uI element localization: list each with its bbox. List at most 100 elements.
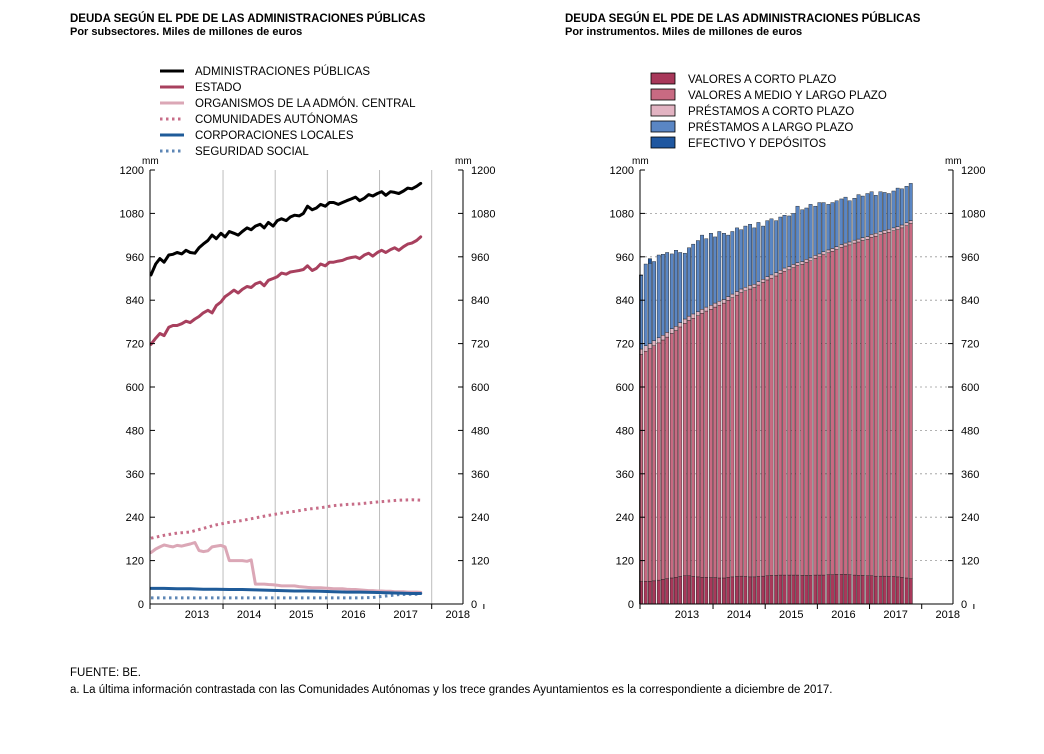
bar-segment-prestamos-a-corto-plazo [674, 326, 678, 331]
left-ytick-label-right: 0 [471, 599, 477, 611]
right-ytick-label: 1080 [610, 208, 634, 220]
bar-segment-valores-a-medio-y-largo-plazo [709, 309, 713, 578]
bar-segment-prestamos-a-largo-plazo [656, 254, 661, 339]
bar-segment-prestamos-a-corto-plazo [878, 231, 883, 235]
bar-segment-prestamos-a-largo-plazo [787, 215, 792, 267]
bar-segment-prestamos-a-largo-plazo [886, 193, 891, 230]
bar-segment-valores-a-medio-y-largo-plazo [761, 282, 766, 577]
bar-segment-prestamos-a-corto-plazo [722, 299, 726, 304]
left-ytick-label: 360 [126, 469, 144, 481]
left-series-lines [149, 181, 423, 600]
left-ytick-label-right: 600 [471, 382, 489, 394]
left-xtick-label: 2017 [393, 609, 417, 621]
bar-segment-prestamos-a-corto-plazo [769, 274, 774, 279]
bar-segment-valores-a-medio-y-largo-plazo [882, 233, 887, 577]
bar-segment-valores-a-medio-y-largo-plazo [804, 262, 809, 576]
left-ytick-label-right: 480 [471, 425, 489, 437]
left-xtick-label: 2013 [185, 609, 209, 621]
right-ytick-label-right: 1080 [961, 208, 985, 220]
bar-segment-valores-a-medio-y-largo-plazo [843, 245, 848, 575]
left-ytick-label: 480 [126, 425, 144, 437]
bar-segment-valores-a-medio-y-largo-plazo [808, 260, 813, 576]
bar-segment-prestamos-a-largo-plazo [808, 204, 813, 259]
bar-segment-valores-a-corto-plazo [704, 577, 709, 605]
bar-segment-valores-a-medio-y-largo-plazo [735, 294, 739, 577]
bar-segment-prestamos-a-largo-plazo [756, 222, 761, 282]
bar-segment-prestamos-a-corto-plazo [726, 296, 731, 301]
bar-segment-prestamos-a-largo-plazo [717, 231, 722, 302]
bar-segment-valores-a-corto-plazo [739, 575, 744, 605]
series-line-organismos-de-la-admon-central [149, 541, 423, 594]
bar-segment-valores-a-corto-plazo [652, 580, 656, 605]
bar-segment-valores-a-medio-y-largo-plazo [687, 320, 691, 576]
bar-segment-prestamos-a-largo-plazo [774, 220, 779, 273]
bar-segment-prestamos-a-corto-plazo [743, 286, 748, 291]
bar-segment-valores-a-medio-y-largo-plazo [739, 292, 744, 577]
bar-segment-valores-a-corto-plazo [882, 575, 887, 605]
bar-segment-valores-a-medio-y-largo-plazo [774, 275, 779, 576]
left-ytick-label-right: 120 [471, 556, 489, 568]
bar-segment-valores-a-medio-y-largo-plazo [778, 273, 783, 576]
right-ytick-label-right: 600 [961, 382, 979, 394]
bar-segment-prestamos-a-corto-plazo [891, 227, 896, 231]
bar-segment-valores-a-corto-plazo [691, 576, 696, 605]
bar-segment-valores-a-corto-plazo [700, 577, 704, 605]
bar-segment-prestamos-a-largo-plazo [834, 200, 839, 247]
bar-segment-prestamos-a-corto-plazo [678, 322, 683, 328]
bar-segment-prestamos-a-largo-plazo [830, 202, 835, 249]
bar-segment-prestamos-a-largo-plazo [817, 202, 822, 255]
bar-segment-valores-a-corto-plazo [769, 575, 774, 605]
right-ytick-label: 720 [616, 339, 634, 351]
bar-segment-valores-a-medio-y-largo-plazo [860, 240, 865, 576]
left-ytick-label-right: 1080 [471, 208, 495, 220]
bar-segment-prestamos-a-largo-plazo [661, 254, 665, 336]
bar-segment-prestamos-a-corto-plazo [882, 230, 887, 234]
bar-segment-prestamos-a-corto-plazo [713, 302, 718, 308]
bar-segment-valores-a-corto-plazo [761, 575, 766, 605]
bar-segment-prestamos-a-largo-plazo [748, 224, 752, 286]
legend-swatch-prestamos-cp [650, 104, 676, 117]
bar-segment-prestamos-a-largo-plazo [873, 195, 878, 234]
bar-segment-prestamos-a-largo-plazo [735, 227, 739, 292]
bar-segment-prestamos-a-corto-plazo [817, 253, 822, 258]
bar-segment-valores-a-medio-y-largo-plazo [878, 234, 883, 577]
bar-segment-prestamos-a-corto-plazo [669, 328, 674, 334]
bar-segment-valores-a-medio-y-largo-plazo [648, 348, 652, 582]
left-ytick-label: 840 [126, 295, 144, 307]
bar-segment-prestamos-a-corto-plazo [821, 251, 826, 255]
bar-segment-prestamos-a-largo-plazo [891, 190, 896, 229]
bar-segment-valores-a-medio-y-largo-plazo [713, 306, 718, 578]
bar-segment-prestamos-a-corto-plazo [782, 267, 787, 272]
bar-segment-prestamos-a-corto-plazo [682, 318, 687, 324]
bar-segment-prestamos-a-corto-plazo [847, 241, 852, 246]
bar-segment-prestamos-a-corto-plazo [704, 306, 709, 312]
left-chart-subtitle: Por subsectores. Miles de millones de eu… [70, 26, 302, 38]
right-ytick-label: 120 [616, 556, 634, 568]
bar-segment-valores-a-medio-y-largo-plazo [847, 244, 852, 575]
legend-label-prestamos-cp: PRÉSTAMOS A CORTO PLAZO [688, 105, 854, 118]
footer-source: FUENTE: BE. [70, 667, 141, 679]
bar-segment-valores-a-medio-y-largo-plazo [830, 251, 835, 575]
bar-segment-valores-a-medio-y-largo-plazo [891, 230, 896, 577]
left-ytick-label-right: 1200 [471, 165, 495, 177]
bar-segment-valores-a-corto-plazo [682, 575, 687, 605]
bar-segment-prestamos-a-corto-plazo [791, 264, 796, 268]
left-ytick-label-right: 720 [471, 339, 489, 351]
bar-segment-prestamos-a-corto-plazo [709, 305, 713, 310]
bar-segment-prestamos-a-largo-plazo [674, 250, 678, 327]
bar-segment-prestamos-a-corto-plazo [804, 259, 809, 263]
bar-segment-valores-a-corto-plazo [661, 579, 665, 605]
legend-label-ccll: CORPORACIONES LOCALES [195, 130, 354, 142]
bar-segment-prestamos-a-corto-plazo [774, 272, 779, 277]
left-ytick-label-right: 240 [471, 512, 489, 524]
bar-segment-valores-a-medio-y-largo-plazo [717, 305, 722, 579]
bar-segment-valores-a-corto-plazo [713, 577, 718, 605]
bar-segment-prestamos-a-corto-plazo [826, 249, 831, 254]
right-ytick-label: 840 [616, 295, 634, 307]
bar-segment-prestamos-a-corto-plazo [852, 239, 857, 244]
bar-segment-valores-a-medio-y-largo-plazo [899, 227, 904, 578]
bar-segment-valores-a-medio-y-largo-plazo [674, 330, 678, 578]
bar-segment-prestamos-a-largo-plazo [682, 252, 687, 320]
series-line-administraciones-publicas [149, 181, 423, 277]
